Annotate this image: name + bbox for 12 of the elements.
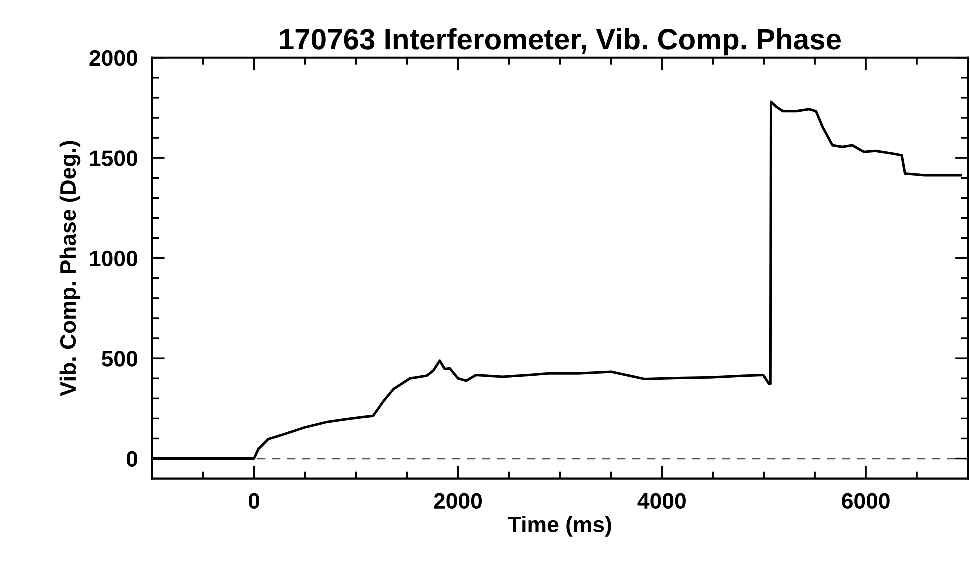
- y-tick-label: 1500: [90, 150, 138, 166]
- y-tick-label: 0: [126, 451, 138, 468]
- x-axis-title: Time (ms): [508, 516, 612, 537]
- y-tick-label: 1000: [90, 250, 138, 267]
- x-tick-label: 2000: [434, 493, 482, 510]
- y-tick-label: 2000: [90, 50, 138, 66]
- y-tick-label: 500: [102, 351, 138, 367]
- x-tick-label: 6000: [842, 493, 890, 510]
- x-tick-label: 0: [248, 493, 260, 510]
- chart-title: 170763 Interferometer, Vib. Comp. Phase: [280, 28, 842, 56]
- x-tick-label: 4000: [638, 493, 686, 510]
- y-axis-title: Vib. Comp. Phase (Deg.): [60, 141, 81, 396]
